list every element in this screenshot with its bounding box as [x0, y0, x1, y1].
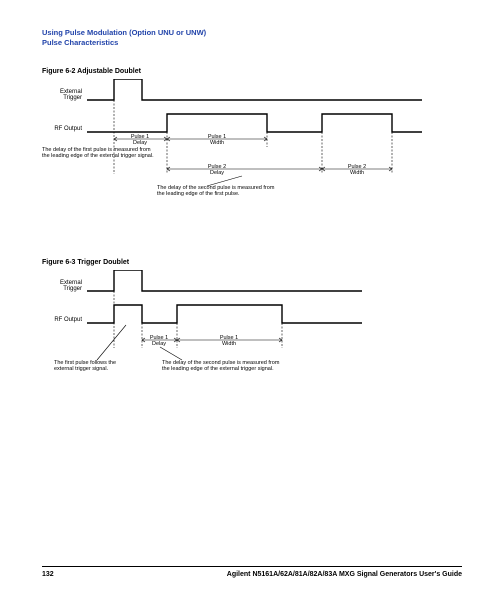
page: Using Pulse Modulation (Option UNU or UN… [0, 0, 500, 600]
header-line1: Using Pulse Modulation (Option UNU or UN… [42, 28, 462, 38]
fig63-rf-wave [87, 305, 362, 323]
fig62-p2-delay: Pulse 2 Delay [167, 164, 322, 176]
fig63-note-right: The delay of the second pulse is measure… [162, 360, 312, 373]
svg-text:Delay: Delay [152, 341, 166, 347]
page-number: 132 [42, 571, 54, 578]
page-header: Using Pulse Modulation (Option UNU or UN… [42, 28, 462, 48]
fig63-p1-delay: Pulse 1 Delay [142, 335, 177, 347]
fig63-ext-trigger-wave [87, 270, 362, 291]
svg-text:Delay: Delay [210, 170, 224, 176]
doc-title: Agilent N5161A/62A/81A/82A/83A MXG Signa… [227, 571, 462, 578]
fig63-title: Figure 6-3 Trigger Doublet [42, 259, 462, 266]
svg-text:Width: Width [222, 341, 236, 347]
fig62-note-left: The delay of the first pulse is measured… [42, 147, 182, 160]
fig63-diagram: ExternalTrigger RF Output Pulse 1 Delay [42, 270, 442, 405]
fig63-note-left: The first pulse follows theexternal trig… [54, 360, 144, 373]
fig63-svg: Pulse 1 Delay Pulse 1 Width [42, 270, 442, 405]
fig62-p1-width: Pulse 1 Width [167, 134, 267, 146]
fig62-diagram: ExternalTrigger RF Output Pulse 1 Delay [42, 79, 442, 229]
fig62-title: Figure 6-2 Adjustable Doublet [42, 68, 462, 75]
svg-text:Width: Width [210, 140, 224, 146]
svg-text:Width: Width [350, 170, 364, 176]
fig62-p2-width: Pulse 2 Width [322, 164, 392, 176]
header-line2: Pulse Characteristics [42, 38, 462, 48]
fig62-note-right: The delay of the second pulse is measure… [157, 185, 307, 198]
svg-text:Delay: Delay [133, 140, 147, 146]
page-footer: 132 Agilent N5161A/62A/81A/82A/83A MXG S… [42, 566, 462, 578]
fig62-rf-wave [87, 114, 422, 132]
fig62-p1-delay: Pulse 1 Delay [114, 134, 167, 146]
fig62-ext-trigger-wave [87, 79, 422, 100]
fig63-p1-width: Pulse 1 Width [177, 335, 282, 347]
